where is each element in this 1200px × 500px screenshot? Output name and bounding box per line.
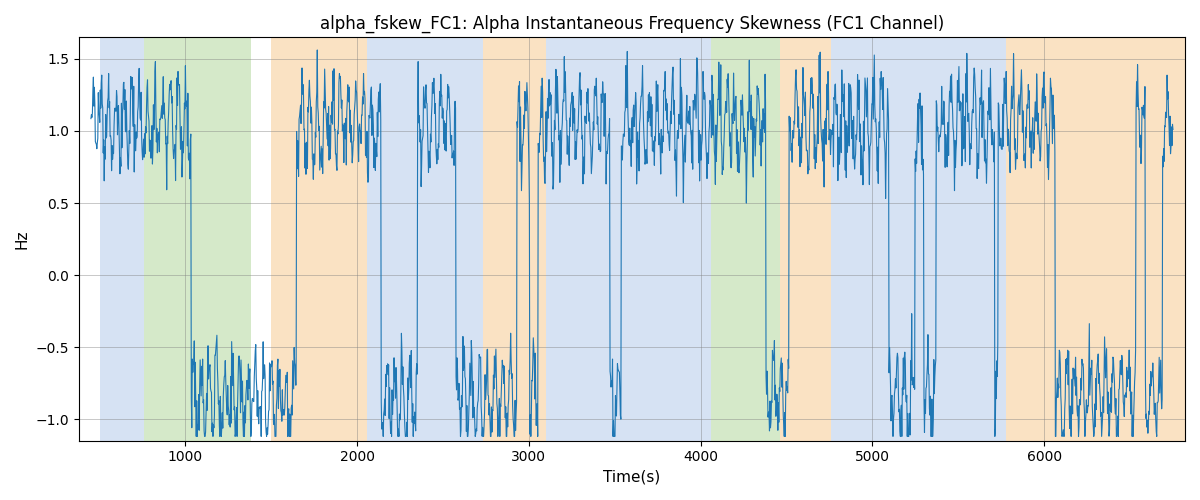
Bar — [832, 38, 1007, 440]
Bar — [100, 38, 144, 440]
X-axis label: Time(s): Time(s) — [604, 470, 660, 485]
Bar — [780, 38, 832, 440]
Bar — [367, 38, 482, 440]
Bar — [482, 38, 546, 440]
Bar — [1007, 38, 1186, 440]
Bar — [271, 38, 367, 440]
Bar — [144, 38, 251, 440]
Bar — [546, 38, 694, 440]
Y-axis label: Hz: Hz — [14, 230, 30, 249]
Bar — [710, 38, 780, 440]
Bar — [694, 38, 710, 440]
Title: alpha_fskew_FC1: Alpha Instantaneous Frequency Skewness (FC1 Channel): alpha_fskew_FC1: Alpha Instantaneous Fre… — [320, 15, 944, 34]
